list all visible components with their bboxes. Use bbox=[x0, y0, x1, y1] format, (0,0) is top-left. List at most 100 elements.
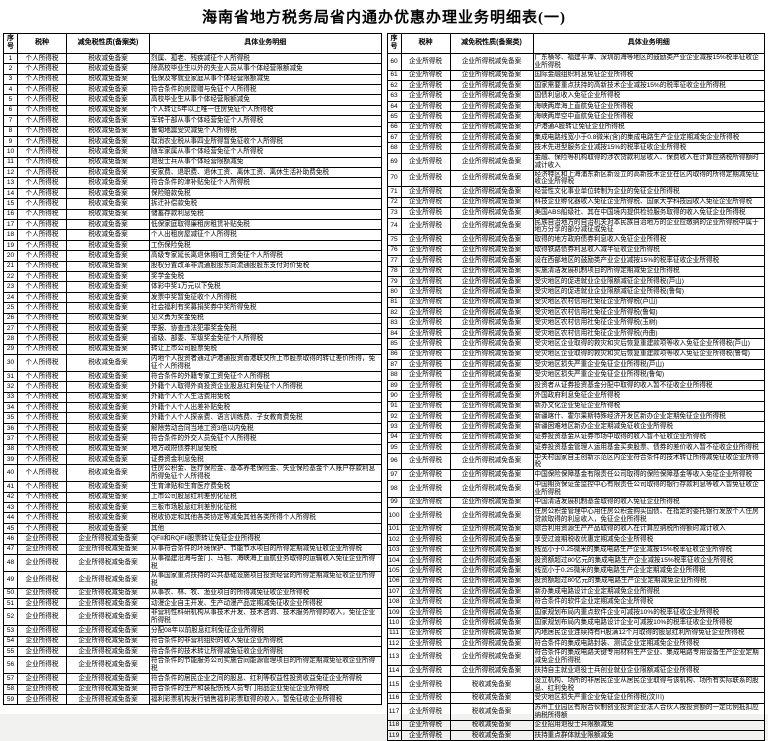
nature-cell: 企业所得税减免备案 bbox=[449, 665, 534, 677]
nature-cell: 企业所得税减免备案 bbox=[449, 196, 534, 209]
tax-type-cell: 个人所得税 bbox=[17, 167, 67, 179]
table-row: 92 企业所得税 企业所得税减免备案 新疆喀什、霍尔果斯特殊经济开发区新办企业定期免征… bbox=[386, 410, 765, 423]
tax-type-cell: 个人所得税 bbox=[17, 464, 67, 483]
table-row: 24 个人所得税 税收减免备案 发票中奖暂免征收个人所得税 bbox=[3, 291, 382, 304]
tax-type-cell: 个人所得税 bbox=[17, 343, 67, 356]
tax-type-cell: 个人所得税 bbox=[17, 115, 67, 127]
nature-cell: 企业所得税减免备案 bbox=[66, 570, 150, 589]
row-number-cell: 112 bbox=[386, 638, 402, 650]
tax-type-cell: 企业所得税 bbox=[400, 431, 451, 444]
row-number-cell: 21 bbox=[3, 260, 18, 273]
tax-type-cell: 个人所得税 bbox=[17, 502, 67, 514]
detail-cell: 新疆喀什、霍尔果斯特殊经济开发区新办企业定期免征企业所得税 bbox=[532, 410, 765, 423]
tax-type-cell: 个人所得税 bbox=[17, 481, 67, 493]
tax-type-cell: 个人所得税 bbox=[17, 512, 67, 524]
tax-type-cell: 个人所得税 bbox=[17, 198, 67, 210]
detail-cell: 非营利性科研机构从事技术开发、技术咨询、技术服务所得的收入，免征企业所得税 bbox=[149, 608, 382, 627]
row-number-cell: 65 bbox=[386, 111, 402, 123]
tax-type-cell: 企业所得税 bbox=[400, 169, 451, 188]
nature-cell: 企业所得税减免备案 bbox=[449, 169, 534, 188]
nature-cell: 税收减免备案 bbox=[66, 104, 150, 117]
detail-cell: 低保及零就业家庭从事个体经营限额减免 bbox=[149, 73, 382, 85]
detail-cell: 设立机构、场所的非居民企业从居民企业取得与该机构、场所有实际联系的股息、红利免税 bbox=[532, 675, 765, 694]
page-title: 海南省地方税务局省内通办优惠办理业务明细表(一) bbox=[202, 10, 566, 26]
detail-cell: 三板市场股息红利差别化征税 bbox=[149, 502, 382, 514]
row-number-cell: 8 bbox=[3, 125, 18, 137]
nature-cell: 企业所得税减免备案 bbox=[449, 469, 534, 481]
row-number-cell: 96 bbox=[386, 452, 402, 471]
row-number-cell: 57 bbox=[3, 673, 18, 685]
row-number-cell: 117 bbox=[386, 702, 402, 721]
detail-cell: 退役士兵从事个体经营限额减免 bbox=[149, 156, 382, 169]
nature-cell: 企业所得税减免备案 bbox=[449, 400, 534, 412]
detail-cell: 符合条件的技术转让所得减免征收企业所得税 bbox=[149, 645, 382, 658]
detail-cell: 符合条件的集成电路封装、测试企业定期减免企业所得税 bbox=[532, 638, 765, 650]
nature-cell: 企业所得税减免备案 bbox=[449, 452, 534, 471]
detail-cell: 生育津贴和生育医疗费免税 bbox=[149, 481, 382, 493]
tax-type-cell: 企业所得税 bbox=[400, 719, 451, 732]
tax-type-cell: 个人所得税 bbox=[17, 73, 67, 85]
table-row: 97 企业所得税 企业所得税减免备案 中国保险保障基金有限责任公司取得的保险保障基金等… bbox=[386, 469, 765, 481]
nature-cell: 企业所得税减免备案 bbox=[449, 121, 534, 133]
tax-type-cell: 企业所得税 bbox=[400, 675, 451, 694]
nature-cell: 企业所得税减免备案 bbox=[66, 683, 150, 695]
row-number-cell: 59 bbox=[3, 693, 18, 706]
tables-container: 序号 税种 减免税性质(备案类) 具体业务明细 1 个人所得税 税收减免备案 烈属、孤老、残疾… bbox=[3, 33, 765, 741]
row-number-cell: 93 bbox=[386, 421, 402, 433]
detail-cell: 从事福建沿海与金门、马祖、海峡海上直航业务取得的运输收入免征企业所得税 bbox=[149, 553, 382, 572]
tax-type-cell: 企业所得税 bbox=[400, 702, 451, 721]
table-row: 57 企业所得税 企业所得税减免备案 符合条件的居民企业之间的股息、红利等权益性投资收… bbox=[3, 673, 382, 685]
detail-cell: 内地居民企业连续持有H股满12个月取得的股息红利所得免征企业所得税 bbox=[532, 627, 765, 640]
detail-cell: 地方政府债券利息免税 bbox=[149, 443, 382, 456]
detail-cell: 受灾地区农村信用社免征企业所得税(芦山) bbox=[532, 296, 765, 309]
tax-type-cell: 企业所得税 bbox=[400, 217, 451, 236]
nature-cell: 企业所得税减免备案 bbox=[449, 217, 534, 236]
detail-cell: 鲁甸地震受灾减免个人所得税 bbox=[149, 125, 382, 137]
table-row: 79 企业所得税 企业所得税减免备案 受灾地区的促进就业企业限额减征企业所得税(芦山) bbox=[386, 275, 765, 288]
row-number-cell: 86 bbox=[386, 348, 402, 361]
nature-cell: 企业所得税减免备案 bbox=[66, 553, 150, 572]
tax-type-cell: 企业所得税 bbox=[400, 692, 451, 704]
nature-cell: 企业所得税减免备案 bbox=[449, 390, 534, 402]
nature-cell: 税收减免备案 bbox=[66, 270, 150, 283]
table-row: 72 企业所得税 企业所得税减免备案 科技企业孵化器收入免征企业所得税、国家大学科技园… bbox=[386, 196, 765, 209]
detail-cell: 苏州工业园区有限合伙制创业投资企业法人合伙人按投资额的一定比例抵扣应纳税所得额 bbox=[532, 702, 765, 721]
tax-type-cell: 个人所得税 bbox=[17, 63, 67, 75]
detail-cell: 受灾地区损失严重企业免征企业所得税(鲁甸) bbox=[532, 369, 765, 381]
nature-cell: 税收减免备案 bbox=[66, 454, 150, 466]
table-row: 109 企业所得税 企业所得税减免备案 国家规划布局内重点软件企业可减按10%的税率征… bbox=[386, 606, 765, 619]
row-number-cell: 32 bbox=[3, 381, 18, 393]
tax-type-cell: 企业所得税 bbox=[400, 265, 451, 277]
nature-cell: 企业所得税减免备案 bbox=[449, 244, 534, 257]
detail-cell: 住房公积金、医疗保险金、基本养老保险金、失业保险基金个人账户存款利息所得免征个人… bbox=[149, 464, 382, 483]
table-row: 63 企业所得税 企业所得税减免备案 国债利息收入免征企业所得税 bbox=[386, 90, 765, 102]
nature-cell: 企业所得税减免备案 bbox=[449, 152, 534, 171]
tax-type-cell: 个人所得税 bbox=[17, 402, 67, 414]
table-row: 83 企业所得税 企业所得税减免备案 受灾地区农村信用社免征企业所得税(玉树) bbox=[386, 317, 765, 329]
table-row: 4 个人所得税 税收减免备案 符合条件的房屋赠与免征个人所得税 bbox=[3, 83, 382, 96]
detail-cell: 设在西部地区的鼓励类产业企业减按15%的税率征收企业所得税 bbox=[532, 255, 765, 267]
tax-type-cell: 企业所得税 bbox=[400, 296, 451, 309]
nature-cell: 税收减免备案 bbox=[66, 433, 150, 445]
tax-type-cell: 个人所得税 bbox=[17, 250, 67, 262]
row-number-cell: 51 bbox=[3, 597, 18, 610]
table-row: 116 企业所得税 税收减免备案 受灾地区损失严重企业免征企业所得税(汶川) bbox=[386, 692, 765, 704]
row-number-cell: 95 bbox=[386, 442, 402, 454]
table-row: 103 企业所得税 企业所得税减免备案 线宽小于0.25微米的集成电路生产企业减按15… bbox=[386, 544, 765, 556]
table-row: 32 个人所得税 税收减免备案 外籍个人取得外商投资企业股息红利免征个人所得税 bbox=[3, 381, 382, 393]
table-row: 87 企业所得税 企业所得税减免备案 受灾地区损失严重企业免征企业所得税(芦山) bbox=[386, 358, 765, 371]
detail-cell: 外籍个人取得外商投资企业股息红利免征个人所得税 bbox=[149, 381, 382, 393]
nature-cell: 企业所得税减免备案 bbox=[449, 534, 534, 546]
table-row: 99 企业所得税 企业所得税减免备案 中国清洁发展机制基金取得的收入免征企业所得税 bbox=[386, 496, 765, 508]
row-number-cell: 25 bbox=[3, 302, 18, 314]
row-number-cell: 67 bbox=[386, 131, 402, 144]
detail-cell: 中关村国家自主创新示范区内企业符合条件的技术转让所得减免征收企业所得税 bbox=[532, 452, 765, 471]
row-number-cell: 2 bbox=[3, 63, 18, 75]
table-row: 86 企业所得税 企业所得税减免备案 受灾地区企业取得的救灾和灾后恢复重建款项等收入免… bbox=[386, 348, 765, 361]
table-row: 98 企业所得税 企业所得税减免备案 中国期货保证金监控中心有限责任公司取得的银行存款… bbox=[386, 479, 765, 498]
table-row: 30 个人所得税 税收减免备案 内地个人投资者通过沪港通投资香港联交所上市股票取得的转… bbox=[3, 354, 382, 372]
detail-cell: 受灾地区损失严重企业免征企业所得税(芦山) bbox=[532, 358, 765, 371]
row-number-cell: 30 bbox=[3, 354, 18, 372]
table-row: 15 个人所得税 税收减免备案 拆迁补偿款免税 bbox=[3, 198, 382, 210]
